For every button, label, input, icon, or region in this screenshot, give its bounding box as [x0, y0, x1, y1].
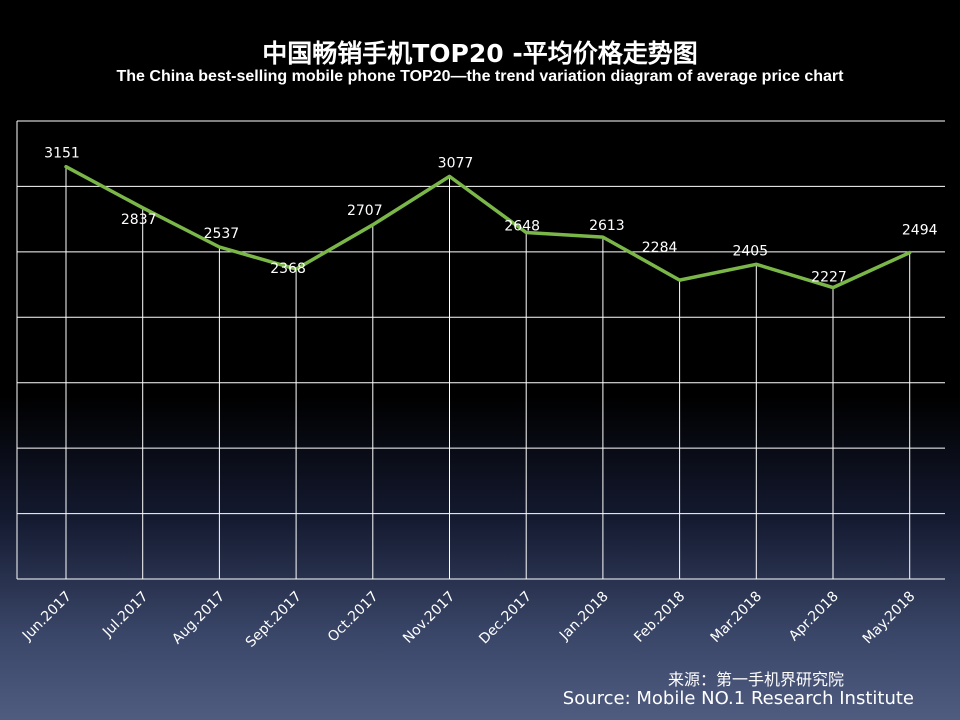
x-tick-label: Apr.2018: [786, 589, 842, 645]
data-label: 2368: [270, 261, 306, 277]
data-label: 3077: [438, 155, 474, 171]
x-tick-label: May.2018: [860, 589, 919, 648]
data-label: 2494: [902, 223, 938, 239]
source-chinese: 来源：第一手机界研究院: [668, 670, 845, 689]
x-tick-label: Dec.2017: [476, 589, 535, 648]
data-label: 2227: [811, 270, 847, 286]
x-tick-label: Mar.2018: [708, 589, 765, 646]
x-tick-label: Aug.2017: [169, 589, 228, 648]
data-label: 2537: [204, 226, 240, 242]
x-tick-label: Oct.2017: [325, 589, 382, 646]
data-label: 2613: [589, 218, 625, 234]
data-label: 2405: [732, 243, 768, 259]
x-tick-label: Nov.2017: [400, 589, 458, 647]
x-tick-label: Sept.2017: [243, 589, 305, 651]
data-label: 2837: [121, 212, 157, 228]
x-tick-label: Jun.2017: [19, 589, 75, 645]
data-label: 2648: [504, 218, 540, 234]
chart-title: 中国畅销手机TOP20 -平均价格走势图: [262, 39, 698, 68]
data-label: 2707: [347, 203, 383, 219]
series-line: [64, 164, 912, 290]
data-label: 2284: [642, 240, 678, 256]
x-tick-label: Jan.2018: [556, 589, 612, 645]
x-tick-label: Feb.2018: [631, 589, 688, 646]
chart-subtitle: The China best-selling mobile phone TOP2…: [116, 68, 844, 85]
data-label: 3151: [44, 146, 80, 162]
source-english: Source: Mobile NO.1 Research Institute: [562, 688, 914, 709]
x-tick-label: Jul.2017: [99, 589, 151, 641]
